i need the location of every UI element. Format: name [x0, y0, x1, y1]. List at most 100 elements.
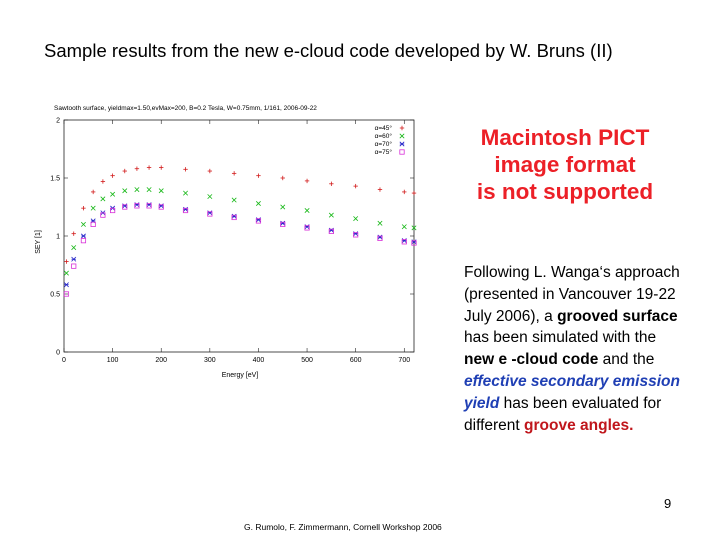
data-point-alpha-45 — [146, 165, 152, 170]
slide-title: Sample results from the new e-cloud code… — [44, 40, 613, 61]
marker-stroke — [399, 149, 405, 155]
data-point-alpha-75 — [377, 235, 383, 241]
y-tick-label: 0 — [56, 350, 60, 357]
data-point-alpha-70 — [377, 234, 383, 240]
x-tick-label: 200 — [155, 357, 167, 364]
marker-stroke — [280, 204, 286, 210]
data-point-alpha-75 — [328, 228, 334, 234]
marker-stroke — [63, 282, 69, 288]
marker-stroke — [122, 204, 128, 210]
x-tick-label: 600 — [350, 357, 362, 364]
data-point-alpha-75 — [158, 204, 164, 210]
data-point-alpha-75 — [255, 218, 262, 224]
marker-stroke — [328, 228, 334, 234]
marker-stroke — [411, 225, 417, 231]
body-highlight-groove-angles: groove angles. — [524, 416, 634, 434]
data-point-alpha-70 — [134, 202, 140, 208]
series-alpha-45 — [64, 165, 417, 264]
marker-stroke — [399, 133, 405, 139]
marker-stroke — [401, 239, 407, 245]
data-point-alpha-45 — [304, 178, 310, 184]
data-point-alpha-70 — [183, 206, 189, 212]
marker-stroke — [100, 212, 106, 218]
data-point-alpha-75 — [231, 214, 237, 221]
marker-stroke — [377, 234, 383, 240]
marker-stroke — [182, 207, 189, 214]
data-point-alpha-45 — [411, 190, 417, 196]
series-alpha-70 — [63, 202, 417, 288]
y-tick-label: 1 — [56, 234, 60, 241]
marker-stroke — [304, 207, 310, 213]
marker-stroke — [110, 191, 116, 197]
data-point-alpha-60 — [328, 212, 334, 218]
marker-stroke — [122, 203, 128, 209]
marker-stroke — [146, 202, 152, 208]
data-point-alpha-45 — [377, 187, 383, 192]
marker-stroke — [122, 188, 128, 194]
data-point-alpha-70 — [122, 203, 128, 209]
data-point-alpha-60 — [134, 187, 140, 193]
marker-stroke — [353, 232, 359, 238]
data-point-alpha-45 — [402, 189, 407, 195]
marker-stroke — [134, 203, 140, 209]
series-layer — [63, 165, 417, 297]
marker-stroke — [158, 188, 164, 194]
marker-stroke — [231, 197, 237, 203]
footer-credit: G. Rumolo, F. Zimmermann, Cornell Worksh… — [244, 522, 442, 532]
data-point-alpha-60 — [207, 194, 213, 200]
sey-chart: Sawtooth surface, yieldmax=1.50,evMax=20… — [35, 105, 417, 379]
marker-stroke — [255, 217, 261, 223]
marker-stroke — [411, 239, 417, 245]
data-point-alpha-60 — [255, 201, 261, 207]
marker-stroke — [231, 214, 237, 221]
data-point-alpha-45 — [71, 231, 76, 236]
marker-stroke — [80, 221, 86, 227]
data-point-alpha-60 — [411, 225, 417, 231]
data-point-alpha-75 — [353, 232, 359, 238]
body-paragraph: Following L. Wanga‘s approach (presented… — [464, 262, 684, 436]
marker-stroke — [183, 190, 189, 196]
x-axis-label: Energy [eV] — [222, 372, 259, 379]
data-point-alpha-60 — [80, 221, 86, 227]
data-point-alpha-75 — [280, 221, 286, 227]
x-tick-label: 700 — [398, 357, 410, 364]
x-axis-ticks: 0 100 200 300 400 500 600 700 — [62, 120, 410, 364]
legend-marker-alpha-45 — [399, 125, 405, 131]
data-point-alpha-75 — [207, 211, 213, 217]
data-point-alpha-60 — [63, 270, 69, 276]
y-axis-ticks: 0 0.5 1 1.5 2 — [50, 118, 414, 357]
data-point-alpha-45 — [183, 167, 188, 172]
data-point-alpha-45 — [100, 179, 106, 184]
x-tick-label: 0 — [62, 357, 66, 364]
data-point-alpha-75 — [100, 212, 106, 218]
marker-stroke — [328, 212, 334, 218]
marker-stroke — [71, 263, 77, 269]
marker-stroke — [353, 231, 359, 237]
marker-stroke — [80, 233, 86, 239]
data-point-alpha-70 — [158, 203, 164, 209]
marker-stroke — [63, 270, 69, 276]
marker-stroke — [353, 216, 359, 222]
data-point-alpha-60 — [158, 188, 164, 194]
data-point-alpha-70 — [401, 238, 407, 244]
data-point-alpha-75 — [71, 263, 77, 269]
marker-stroke — [158, 204, 164, 210]
marker-stroke — [207, 210, 213, 216]
marker-stroke — [401, 224, 407, 230]
data-point-alpha-60 — [304, 207, 310, 213]
chart-title: Sawtooth surface, yieldmax=1.50,evMax=20… — [54, 105, 317, 112]
legend-label-alpha-45: α=45° — [375, 124, 393, 132]
marker-stroke — [399, 141, 405, 147]
data-point-alpha-60 — [90, 205, 96, 211]
data-point-alpha-75 — [401, 239, 407, 245]
pict-unsupported-notice: Macintosh PICT image format is not suppo… — [462, 124, 668, 205]
data-point-alpha-70 — [304, 224, 310, 230]
body-text: Following L. Wanga‘s approach (presented… — [464, 264, 680, 325]
data-point-alpha-45 — [353, 183, 358, 189]
data-point-alpha-75 — [146, 203, 152, 209]
legend-marker-alpha-70 — [399, 141, 405, 147]
marker-stroke — [280, 221, 286, 227]
data-point-alpha-45 — [81, 205, 86, 211]
data-point-alpha-75 — [304, 225, 310, 231]
plot-frame — [63, 119, 415, 353]
